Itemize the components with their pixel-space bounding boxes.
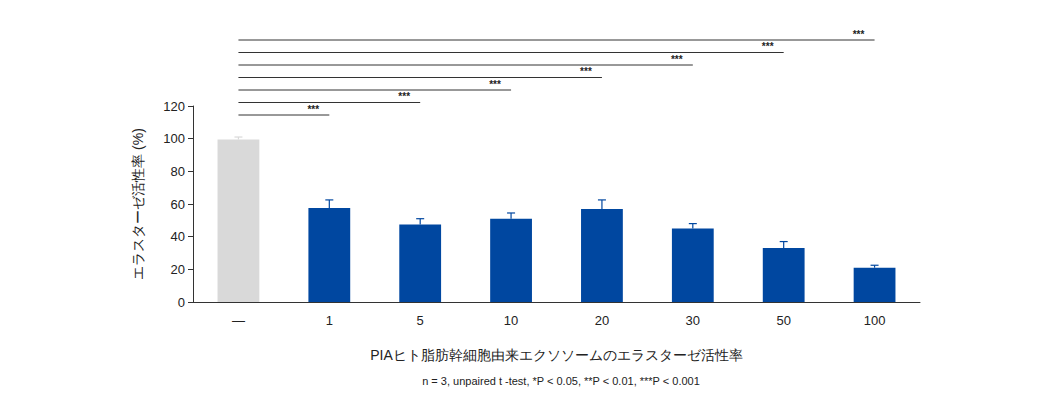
svg-text:20: 20 (171, 262, 185, 277)
svg-text:***: *** (853, 29, 865, 40)
svg-text:***: *** (580, 66, 592, 77)
svg-text:0: 0 (178, 295, 185, 310)
svg-text:120: 120 (163, 99, 185, 114)
svg-text:***: *** (762, 41, 774, 52)
svg-text:エラスターゼ活性率 (%): エラスターゼ活性率 (%) (130, 128, 146, 280)
svg-text:***: *** (489, 79, 501, 90)
svg-text:100: 100 (163, 131, 185, 146)
svg-text:5: 5 (417, 313, 424, 328)
svg-text:n = 3, unpaired t -test, *P <: n = 3, unpaired t -test, *P < 0.05, **P … (422, 375, 700, 387)
svg-text:—: — (232, 313, 245, 328)
svg-text:40: 40 (171, 229, 185, 244)
svg-text:80: 80 (171, 164, 185, 179)
svg-text:100: 100 (864, 313, 886, 328)
svg-text:***: *** (307, 104, 319, 115)
svg-text:1: 1 (326, 313, 333, 328)
svg-text:10: 10 (504, 313, 518, 328)
svg-text:30: 30 (686, 313, 700, 328)
svg-text:PIAヒト脂肪幹細胞由来エクソソームのエラスターゼ活性率: PIAヒト脂肪幹細胞由来エクソソームのエラスターゼ活性率 (370, 347, 743, 363)
svg-text:20: 20 (595, 313, 609, 328)
svg-text:***: *** (398, 91, 410, 102)
svg-text:***: *** (671, 54, 683, 65)
svg-text:60: 60 (171, 197, 185, 212)
svg-text:50: 50 (776, 313, 790, 328)
